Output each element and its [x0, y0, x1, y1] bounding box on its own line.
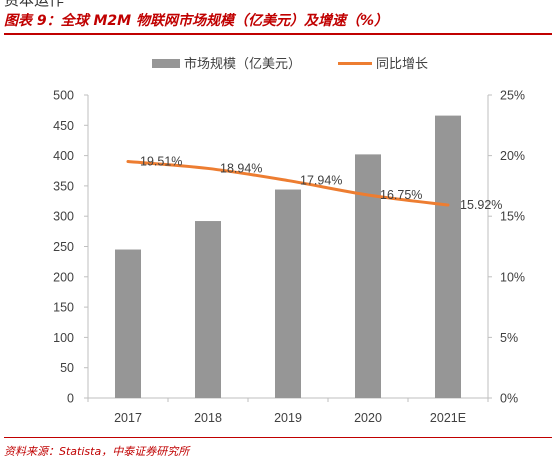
footer-divider — [4, 437, 552, 438]
bar — [355, 154, 381, 398]
y-right-tick-label: 25% — [500, 89, 525, 103]
clipped-previous-text: 资本运作 — [0, 0, 556, 8]
legend-bar-swatch — [152, 59, 180, 68]
y-left-tick-label: 200 — [53, 270, 74, 284]
x-tick-label: 2017 — [114, 411, 142, 425]
y-right-tick-label: 15% — [500, 210, 525, 224]
bar — [115, 249, 141, 398]
x-tick-label: 2019 — [274, 411, 302, 425]
y-left-tick-label: 350 — [53, 179, 74, 193]
y-right-tick-label: 5% — [500, 331, 518, 345]
legend-line-label: 同比增长 — [376, 57, 428, 72]
growth-data-label: 18.94% — [220, 161, 262, 175]
y-left-tick-label: 300 — [53, 210, 74, 224]
y-left-tick-label: 500 — [53, 89, 74, 103]
source-note: 资料来源：Statista，中泰证券研究所 — [4, 445, 190, 458]
legend: 市场规模（亿美元） 同比增长 — [152, 56, 428, 72]
growth-data-label: 15.92% — [460, 198, 502, 212]
y-left-tick-label: 150 — [53, 301, 74, 315]
y-left-tick-label: 100 — [53, 331, 74, 345]
bar — [435, 115, 461, 398]
y-right-tick-label: 20% — [500, 149, 525, 163]
bar — [195, 221, 221, 398]
figure-title: 图表 9：全球 M2M 物联网市场规模（亿美元）及增速（%） — [4, 13, 388, 29]
y-left-tick-label: 0 — [67, 392, 74, 406]
y-left-tick-label: 400 — [53, 149, 74, 163]
y-left-tick-label: 450 — [53, 119, 74, 133]
bar — [275, 189, 301, 398]
y-left-tick-label: 250 — [53, 240, 74, 254]
y-left-tick-label: 50 — [60, 361, 74, 375]
growth-data-label: 16.75% — [380, 188, 422, 202]
y-right-tick-label: 10% — [500, 270, 525, 284]
chart: 市场规模（亿美元） 同比增长 0 50 100 150 200 250 300 350 400 4… — [53, 56, 525, 425]
legend-bar-label: 市场规模（亿美元） — [184, 56, 301, 72]
growth-data-label: 19.51% — [140, 155, 182, 169]
x-tick-label: 2018 — [194, 411, 222, 425]
growth-line — [126, 160, 450, 207]
x-tick-label: 2021E — [430, 411, 466, 425]
title-divider — [4, 33, 552, 35]
y-right-tick-label: 0% — [500, 392, 518, 406]
x-tick-label: 2020 — [354, 411, 382, 425]
growth-data-label: 17.94% — [300, 174, 342, 188]
